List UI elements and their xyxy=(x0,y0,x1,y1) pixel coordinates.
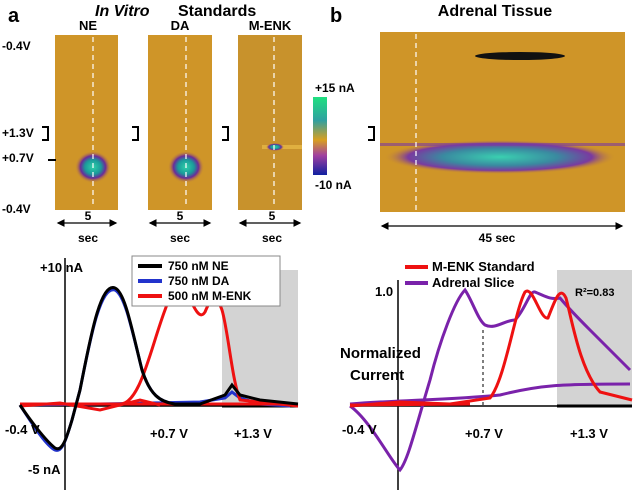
y-label: Normalized xyxy=(340,345,421,362)
potential: -0.4V xyxy=(2,39,31,53)
colorbar xyxy=(313,97,327,175)
y-label: Current xyxy=(350,367,404,384)
potential: +1.3V xyxy=(2,126,34,140)
plot-label: M-ENK xyxy=(249,18,292,33)
title: Standards xyxy=(178,3,256,20)
cv-b xyxy=(349,270,633,490)
potential: +0.7V xyxy=(2,151,34,165)
x-label: -0.4 V xyxy=(342,422,377,437)
tissue-plot xyxy=(380,32,625,212)
y-bottom: -5 nA xyxy=(28,462,61,477)
time-unit: sec xyxy=(262,231,282,245)
time-span: 45 sec xyxy=(479,231,516,245)
time-value: 5 xyxy=(269,209,276,223)
time-unit: sec xyxy=(78,231,98,245)
x-label: -0.4 V xyxy=(5,422,40,437)
title-italic: In Vitro xyxy=(95,3,150,20)
potential: -0.4V xyxy=(2,202,31,216)
annotation: R²=0.83 xyxy=(575,287,614,299)
y-top: 1.0 xyxy=(375,284,393,299)
y-top: +10 nA xyxy=(40,260,84,275)
legend-entry: 750 nM NE xyxy=(168,259,229,273)
x-label: +0.7 V xyxy=(465,426,503,441)
time-value: 5 xyxy=(177,209,184,223)
color-plots xyxy=(55,35,302,210)
brackets xyxy=(42,126,375,161)
legend-entry: 750 nM DA xyxy=(168,274,230,288)
legend-entry: M-ENK Standard xyxy=(432,259,535,274)
colorbar-min: -10 nA xyxy=(315,178,352,192)
x-label: +0.7 V xyxy=(150,426,188,441)
time-arrows xyxy=(56,219,624,230)
legend-entry: 500 nM M-ENK xyxy=(168,289,252,303)
panel-letter: a xyxy=(8,5,20,27)
legend-a xyxy=(131,255,281,307)
x-label: +1.3 V xyxy=(570,426,608,441)
panel-letter: b xyxy=(330,5,342,27)
time-unit: sec xyxy=(170,231,190,245)
plot-label: DA xyxy=(171,18,190,33)
colorbar-max: +15 nA xyxy=(315,81,355,95)
legend-entry: Adrenal Slice xyxy=(432,275,514,290)
plot-label: NE xyxy=(79,18,97,33)
title: Adrenal Tissue xyxy=(438,3,553,20)
x-label: +1.3 V xyxy=(234,426,272,441)
time-value: 5 xyxy=(85,209,92,223)
